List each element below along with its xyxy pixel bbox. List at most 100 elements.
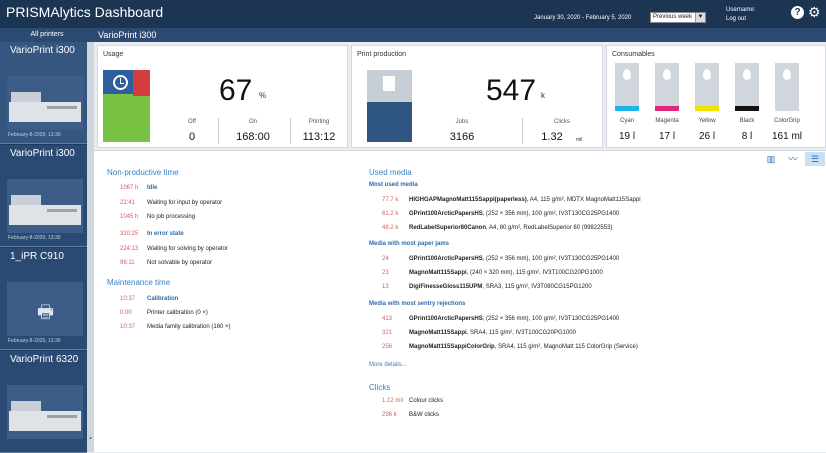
period-select[interactable]: Previous week ▼ xyxy=(650,12,706,23)
ink-drop-icon xyxy=(783,69,791,80)
help-icon[interactable]: ? xyxy=(791,6,804,19)
used-media-title: Used media xyxy=(369,168,412,177)
stat-on-label: On xyxy=(248,119,257,125)
media-row: GPrint100ArcticPapersHS, (252 × 356 mm),… xyxy=(409,211,619,217)
printer-image xyxy=(7,76,83,130)
yellow-label: Yellow xyxy=(698,118,716,124)
chevron-down-icon[interactable]: ▼ xyxy=(695,13,705,22)
media-count: 24 xyxy=(382,256,389,262)
printer-image xyxy=(7,179,83,233)
ink-drop-icon xyxy=(623,69,631,80)
stat-on-value: 168:00 xyxy=(236,131,270,143)
production-unit: k xyxy=(541,91,545,100)
clicks-label: B&W clicks xyxy=(409,412,439,418)
more-details-link[interactable]: More details... xyxy=(369,362,407,368)
divider xyxy=(290,118,291,144)
ink-drop-icon xyxy=(703,69,711,80)
date-range: January 30, 2020 - February 5, 2020 xyxy=(534,15,632,21)
yellow-value: 26 l xyxy=(698,131,716,142)
printer-image xyxy=(7,385,83,439)
cyan-level xyxy=(615,63,639,111)
media-count: 321 xyxy=(382,330,393,336)
media-details: , (240 × 320 mm), 115 g/m², IV3T100CG20P… xyxy=(466,270,603,276)
media-row: MagnoMatt115Sappi, SRA4, 115 g/m², IV3T1… xyxy=(409,330,576,336)
media-row: DigiFinesseGloss115UPM, SRA3, 115 g/m², … xyxy=(409,284,592,290)
stat-jobs-value: 3166 xyxy=(449,131,475,143)
printer-date: February-8-2020, 13:30 xyxy=(8,132,61,138)
calibration-label: Calibration xyxy=(147,296,179,302)
sentry-title: Media with most sentry rejections xyxy=(369,301,466,307)
printer-card[interactable]: VarioPrint 6320 xyxy=(0,351,87,453)
chevron-down-icon[interactable]: ⌄ xyxy=(87,434,94,441)
magenta-value: 17 l xyxy=(658,131,676,142)
media-count: 413 xyxy=(382,316,393,322)
stat-jobs-label: Jobs xyxy=(455,119,469,125)
consumables-card[interactable]: Consumables Cyan 19 l Magenta 17 l Yello… xyxy=(606,45,826,148)
list-item-value: 224:13 xyxy=(120,246,139,252)
bar-chart-icon[interactable]: ▥ xyxy=(766,154,776,164)
usage-card[interactable]: Usage 67 % Off 0 On 168:00 Printing 113:… xyxy=(97,45,348,148)
media-row: HIGHGAPMagnoMatt115Sappi(paperless), A4,… xyxy=(409,197,641,203)
media-name: GPrint100ArcticPapersHS xyxy=(409,316,483,322)
ink-color-band xyxy=(735,106,759,111)
media-details: , A4, 115 g/m², MDTX MagnoMatt115Sappi xyxy=(526,197,641,203)
clock-icon xyxy=(113,75,128,90)
production-title: Print production xyxy=(357,51,407,58)
logout-link[interactable]: Log out xyxy=(726,16,747,22)
idle-label: Idle xyxy=(147,185,158,191)
cyan-label: Cyan xyxy=(619,118,634,124)
list-item-value: 0:00 xyxy=(120,310,132,316)
divider xyxy=(218,118,219,144)
media-count: 61.2 k xyxy=(382,211,399,217)
most-used-title: Most used media xyxy=(369,182,418,188)
sidebar-scrollbar[interactable] xyxy=(87,42,94,452)
media-count: 13 xyxy=(382,284,389,290)
list-item-label: Printer calibration (0 ×) xyxy=(147,310,208,316)
top-bar: PRISMAlytics Dashboard January 30, 2020 … xyxy=(0,0,826,28)
media-count: 77.7 k xyxy=(382,197,399,203)
printer-name: VarioPrint i300 xyxy=(10,148,75,159)
gear-icon[interactable]: ⚙ xyxy=(808,4,821,20)
line-chart-icon[interactable]: 〰 xyxy=(788,154,798,164)
printer-card[interactable]: VarioPrint i300 February-8-2020, 13:30 xyxy=(0,42,87,144)
divider xyxy=(522,118,523,144)
list-icon[interactable]: ☰ xyxy=(805,152,825,166)
usage-unit: % xyxy=(259,91,267,100)
media-row: MagnoMatt115SappiColorGrip, SRA4, 115 g/… xyxy=(409,344,638,350)
ink-drop-icon xyxy=(743,69,751,80)
ink-color-band xyxy=(695,106,719,111)
printer-card[interactable]: 1_iPR C910 🖶 February-8-2020, 13:30 xyxy=(0,248,87,350)
production-gauge xyxy=(367,70,412,142)
media-details: , (252 × 356 mm), 100 g/m², IV3T130CG25P… xyxy=(482,211,620,217)
consumables-title: Consumables xyxy=(612,51,655,58)
clicks-value: 1.12 mil xyxy=(382,398,404,404)
usage-gauge xyxy=(103,70,150,142)
media-name: MagnoMatt115Sappi xyxy=(409,330,467,336)
media-row: MagnoMatt115Sappi, (240 × 320 mm), 115 g… xyxy=(409,270,603,276)
nonproductive-title: Non-productive time xyxy=(107,168,179,177)
all-printers-button[interactable]: All printers xyxy=(0,28,94,42)
stat-off-label: Off xyxy=(188,119,196,125)
clicks-label: Colour clicks xyxy=(409,398,444,404)
printer-date: February-8-2020, 13:30 xyxy=(8,235,61,241)
stat-clicks-value: 1.32 xyxy=(541,131,563,143)
production-value: 547 xyxy=(486,74,537,107)
printer-name: VarioPrint 6320 xyxy=(10,354,79,365)
ink-color-band xyxy=(615,106,639,111)
list-item-label: No job processing xyxy=(147,214,196,220)
magenta-label: Magenta xyxy=(655,118,679,124)
media-details: , SRA4, 115 g/m², MagnoMatt 115 ColorGri… xyxy=(494,344,638,350)
print-production-card[interactable]: Print production 547 k Jobs 3166 Clicks … xyxy=(351,45,603,148)
production-gauge-fill xyxy=(367,102,412,142)
list-item-value: 10:37 xyxy=(120,324,136,330)
media-name: DigiFinesseGloss115UPM xyxy=(409,284,483,290)
list-item-label: Media family calibration (160 ×) xyxy=(147,324,231,330)
media-row: GPrint100ArcticPapersHS, (252 × 356 mm),… xyxy=(409,256,619,262)
cyan-value: 19 l xyxy=(618,131,636,142)
stat-off-value: 0 xyxy=(188,131,196,143)
detail-panel: ▥ 〰 ☰ Non-productive time 1067 h Idle 22… xyxy=(94,150,826,452)
stat-clicks-label: Clicks xyxy=(554,119,570,125)
media-details: , (252 × 356 mm), 100 g/m², IV3T130CG25P… xyxy=(482,256,620,262)
printer-card[interactable]: VarioPrint i300 February-8-2020, 13:30 xyxy=(0,145,87,247)
list-item-label: Not solvable by operator xyxy=(147,260,213,266)
